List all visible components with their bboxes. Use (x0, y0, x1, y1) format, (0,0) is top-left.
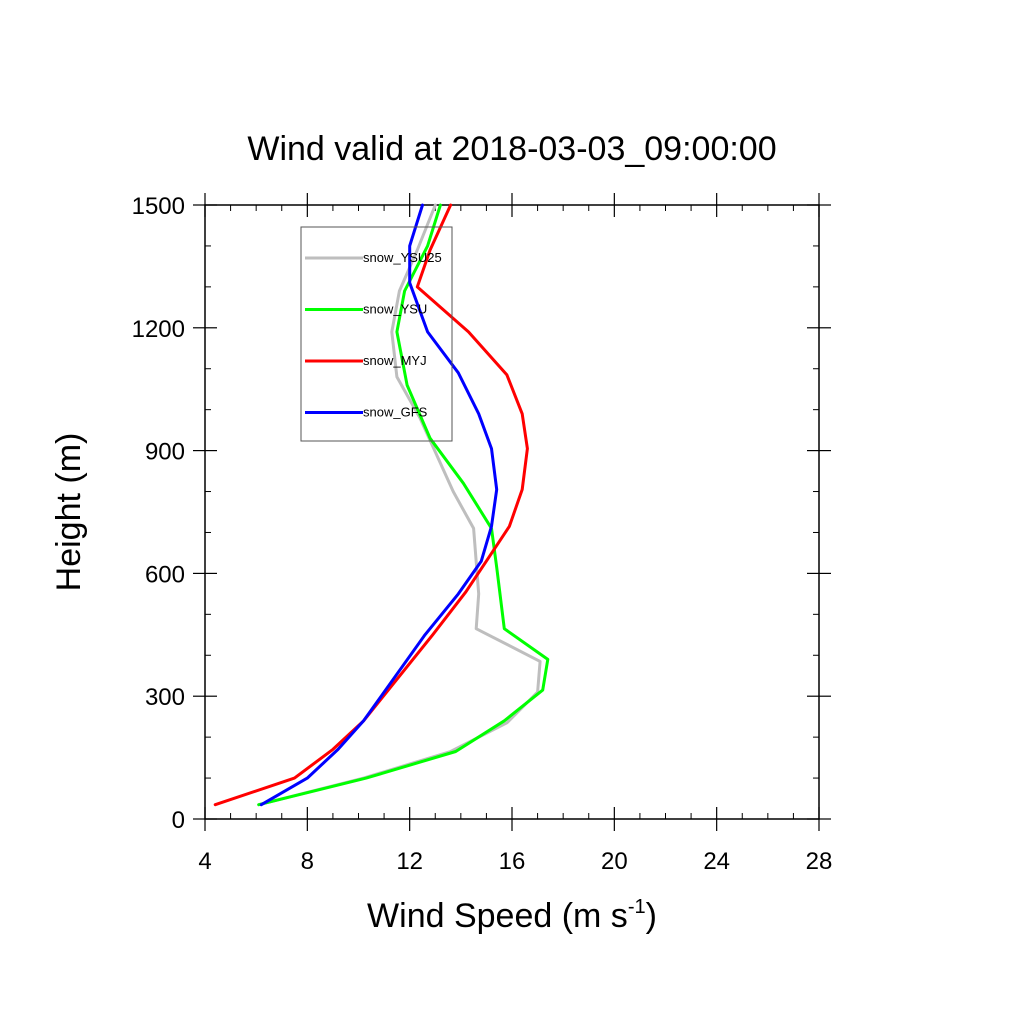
legend-label-snow_YSU: snow_YSU (363, 302, 427, 317)
x-axis-label: Wind Speed (m s-1) (367, 896, 657, 935)
x-tick-label: 16 (499, 848, 526, 875)
x-axis-label-main: Wind Speed (m s (367, 897, 628, 935)
y-tick-label: 1200 (132, 316, 185, 343)
x-tick-label: 28 (806, 848, 833, 875)
x-tick-label: 12 (396, 848, 423, 875)
series-line-snow_GFS (259, 203, 499, 807)
x-axis-label-superscript: -1 (628, 896, 646, 918)
y-tick-label: 0 (172, 807, 185, 834)
y-tick-label: 900 (145, 439, 185, 466)
legend-label-snow_YSU25: snow_YSU25 (363, 250, 442, 265)
chart-title: Wind valid at 2018-03-03_09:00:00 (247, 130, 776, 168)
lines-layer (213, 203, 550, 807)
y-axis-label: Height (m) (50, 433, 88, 592)
x-axis-label-end: ) (646, 897, 657, 935)
legend-label-snow_GFS: snow_GFS (363, 405, 428, 420)
x-tick-label: 24 (703, 848, 730, 875)
y-tick-label: 300 (145, 684, 185, 711)
series-line-snow_MYJ (213, 203, 529, 807)
x-tick-label: 8 (301, 848, 314, 875)
x-tick-label: 4 (198, 848, 211, 875)
legend-box (300, 226, 453, 442)
plot-frame (204, 204, 820, 820)
legend: snow_YSU25 snow_YSU snow_MYJ snow_GFS (300, 226, 453, 442)
legend-items: snow_YSU25 snow_YSU snow_MYJ snow_GFS (305, 250, 442, 420)
ticks-layer: 4 8 12 16 20 24 28 0 300 600 900 1200 1500 (132, 193, 833, 875)
legend-label-snow_MYJ: snow_MYJ (363, 353, 427, 368)
series-line-snow_YSU (257, 203, 550, 807)
y-tick-label: 600 (145, 561, 185, 588)
x-tick-label: 20 (601, 848, 628, 875)
y-tick-label: 1500 (132, 193, 185, 220)
